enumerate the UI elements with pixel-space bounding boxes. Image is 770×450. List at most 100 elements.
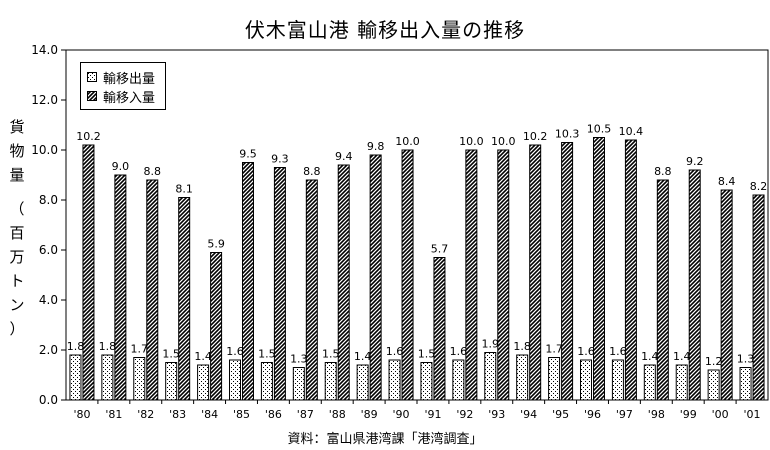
bar-export: [388, 359, 401, 401]
x-tick-label: '88: [329, 408, 346, 421]
x-tick-label: '85: [233, 408, 250, 421]
bar-import-value-label: 8.4: [718, 175, 736, 188]
x-tick-label: '98: [648, 408, 665, 421]
bar-export-value-label: 1.5: [258, 348, 276, 361]
bar-import: [688, 169, 701, 401]
plot-area: 0.0 2.0 4.0 6.0 8.0 10.0 12.0 14.0 1.8 10.2 '80 1.8…: [31, 43, 769, 421]
x-tick-label: '82: [137, 408, 154, 421]
x-tick-label: '94: [520, 408, 537, 421]
x-tick-label: '86: [265, 408, 282, 421]
x-tick-label: '91: [424, 408, 441, 421]
bar-import: [242, 162, 254, 401]
bar-import-value-label: 10.2: [523, 130, 548, 143]
bar-export-value-label: 1.8: [67, 340, 85, 353]
bar-import-value-label: 9.0: [112, 160, 130, 173]
bar-import: [497, 149, 510, 401]
bar-export-value-label: 1.9: [482, 338, 500, 351]
source-note: 資料：富山県港湾課「港湾調査」: [287, 432, 483, 447]
y-tick-label: 8.0: [39, 193, 58, 207]
bar-export-value-label: 1.3: [737, 353, 755, 366]
bar-export-value-label: 1.5: [322, 348, 340, 361]
bar-export-value-label: 1.5: [162, 348, 180, 361]
bar-import-value-label: 10.0: [491, 135, 516, 148]
x-tick-label: '90: [393, 408, 410, 421]
legend: 輸移出量 輸移入量: [80, 62, 166, 110]
bar-import-value-label: 8.8: [144, 165, 162, 178]
x-tick-label: '89: [361, 408, 378, 421]
bar-import: [752, 194, 765, 401]
bar-import: [210, 252, 223, 401]
bar-import: [178, 197, 191, 401]
y-axis-label: 貨物量 （百万トン）: [9, 118, 25, 338]
bar-export: [452, 359, 465, 401]
bar-import: [114, 174, 127, 401]
bar-import-value-label: 9.3: [271, 153, 289, 166]
y-tick-label: 4.0: [39, 293, 58, 307]
bar-export: [133, 357, 146, 401]
x-tick-label: '97: [616, 408, 633, 421]
bar-export: [643, 364, 656, 401]
bar-export-value-label: 1.8: [99, 340, 117, 353]
x-tick-label: '96: [584, 408, 601, 421]
bar-import: [433, 257, 446, 401]
bar-export: [580, 359, 592, 401]
bar-export: [516, 354, 529, 401]
bar-export-value-label: 1.6: [226, 345, 244, 358]
bar-export-value-label: 1.8: [513, 340, 531, 353]
bar-import: [720, 189, 733, 401]
bar-export-value-label: 1.7: [545, 343, 563, 356]
legend-item-export: 輸移出量: [87, 69, 156, 87]
bar-import: [273, 167, 286, 401]
bar-export: [324, 362, 337, 401]
bar-import: [593, 137, 605, 401]
bar-import-value-label: 10.0: [395, 135, 420, 148]
bar-import-value-label: 10.3: [555, 128, 580, 141]
bar-import-value-label: 8.8: [654, 165, 672, 178]
bar-import: [656, 179, 669, 401]
y-tick-label: 14.0: [31, 43, 58, 57]
bar-export-value-label: 1.6: [577, 345, 595, 358]
bar-export: [611, 359, 624, 401]
bar-import-value-label: 8.8: [303, 165, 321, 178]
bar-import: [401, 149, 414, 401]
bar-export: [356, 364, 369, 401]
x-tick-label: '92: [456, 408, 473, 421]
bar-import: [624, 139, 637, 401]
bar-import-value-label: 5.7: [431, 243, 449, 256]
bar-export-value-label: 1.4: [354, 350, 372, 363]
bar-import-value-label: 9.2: [686, 155, 704, 168]
bar-export-value-label: 1.6: [450, 345, 468, 358]
legend-item-import: 輸移入量: [87, 88, 156, 106]
y-tick-label: 2.0: [39, 343, 58, 357]
bar-import: [561, 142, 574, 401]
legend-label-export: 輸移出量: [103, 71, 156, 87]
x-tick-label: '80: [73, 408, 90, 421]
bar-import-value-label: 10.4: [619, 125, 644, 138]
bar-export: [197, 364, 210, 401]
bar-export: [548, 357, 561, 401]
x-tick-label: '81: [105, 408, 122, 421]
x-tick-label: '84: [201, 408, 218, 421]
bar-export-value-label: 1.2: [705, 355, 723, 368]
legend-label-import: 輸移入量: [103, 90, 156, 106]
bar-import: [305, 179, 318, 401]
x-tick-label: '83: [169, 408, 186, 421]
bar-export-value-label: 1.5: [418, 348, 436, 361]
bar-export: [260, 362, 273, 401]
bar-export: [165, 362, 178, 401]
bar-export-value-label: 1.6: [609, 345, 627, 358]
bar-import-value-label: 10.2: [76, 130, 101, 143]
x-tick-label: '93: [488, 408, 505, 421]
bar-export: [229, 359, 241, 401]
bar-export: [707, 369, 720, 401]
bar-export-value-label: 1.6: [386, 345, 404, 358]
bar-export: [420, 362, 433, 401]
bar-import-value-label: 5.9: [207, 238, 225, 251]
x-tick-label: '00: [712, 408, 729, 421]
bar-import-value-label: 8.1: [175, 183, 193, 196]
bar-export: [69, 354, 82, 401]
bar-import-value-label: 9.8: [367, 140, 385, 153]
bar-import: [337, 164, 350, 401]
bar-import-value-label: 10.0: [459, 135, 484, 148]
y-tick-label: 6.0: [39, 243, 58, 257]
